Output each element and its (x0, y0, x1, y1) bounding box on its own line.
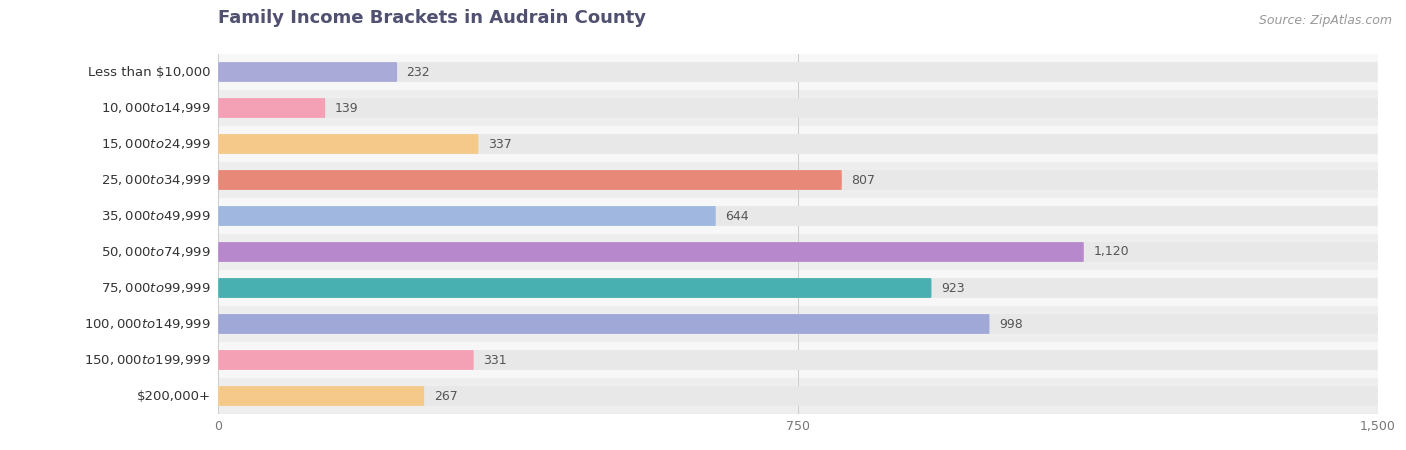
Text: 807: 807 (851, 174, 876, 186)
Text: 644: 644 (725, 210, 749, 222)
Text: $200,000+: $200,000+ (136, 390, 211, 402)
Text: 267: 267 (433, 390, 457, 402)
Text: Family Income Brackets in Audrain County: Family Income Brackets in Audrain County (218, 9, 645, 27)
Text: $75,000 to $99,999: $75,000 to $99,999 (101, 281, 211, 295)
FancyBboxPatch shape (218, 278, 931, 298)
Text: $35,000 to $49,999: $35,000 to $49,999 (101, 209, 211, 223)
Bar (218, 234, 1378, 270)
FancyBboxPatch shape (218, 314, 990, 334)
Text: 1,120: 1,120 (1094, 246, 1129, 258)
FancyBboxPatch shape (218, 242, 1084, 262)
Bar (218, 378, 1378, 414)
FancyBboxPatch shape (218, 386, 1378, 406)
Bar (218, 342, 1378, 378)
FancyBboxPatch shape (218, 62, 396, 82)
FancyBboxPatch shape (218, 134, 478, 154)
Text: $150,000 to $199,999: $150,000 to $199,999 (84, 353, 211, 367)
Text: $15,000 to $24,999: $15,000 to $24,999 (101, 137, 211, 151)
FancyBboxPatch shape (218, 170, 842, 190)
Bar (218, 54, 1378, 90)
Text: 923: 923 (941, 282, 965, 294)
Text: 331: 331 (484, 354, 506, 366)
FancyBboxPatch shape (218, 350, 474, 370)
FancyBboxPatch shape (218, 386, 425, 406)
FancyBboxPatch shape (218, 98, 1378, 118)
FancyBboxPatch shape (218, 206, 1378, 226)
Text: $25,000 to $34,999: $25,000 to $34,999 (101, 173, 211, 187)
FancyBboxPatch shape (218, 98, 325, 118)
Text: $100,000 to $149,999: $100,000 to $149,999 (84, 317, 211, 331)
FancyBboxPatch shape (218, 170, 1378, 190)
Bar (218, 306, 1378, 342)
Bar (218, 162, 1378, 198)
Bar (218, 126, 1378, 162)
Text: $50,000 to $74,999: $50,000 to $74,999 (101, 245, 211, 259)
Text: 232: 232 (406, 66, 430, 78)
FancyBboxPatch shape (218, 242, 1378, 262)
Text: 337: 337 (488, 138, 512, 150)
FancyBboxPatch shape (218, 134, 1378, 154)
Text: $10,000 to $14,999: $10,000 to $14,999 (101, 101, 211, 115)
FancyBboxPatch shape (218, 278, 1378, 298)
FancyBboxPatch shape (218, 62, 1378, 82)
Bar (218, 270, 1378, 306)
Text: 139: 139 (335, 102, 359, 114)
Text: Less than $10,000: Less than $10,000 (89, 66, 211, 78)
Text: 998: 998 (998, 318, 1022, 330)
FancyBboxPatch shape (218, 314, 1378, 334)
FancyBboxPatch shape (218, 350, 1378, 370)
FancyBboxPatch shape (218, 206, 716, 226)
Bar (218, 198, 1378, 234)
Bar (218, 90, 1378, 126)
Text: Source: ZipAtlas.com: Source: ZipAtlas.com (1258, 14, 1392, 27)
